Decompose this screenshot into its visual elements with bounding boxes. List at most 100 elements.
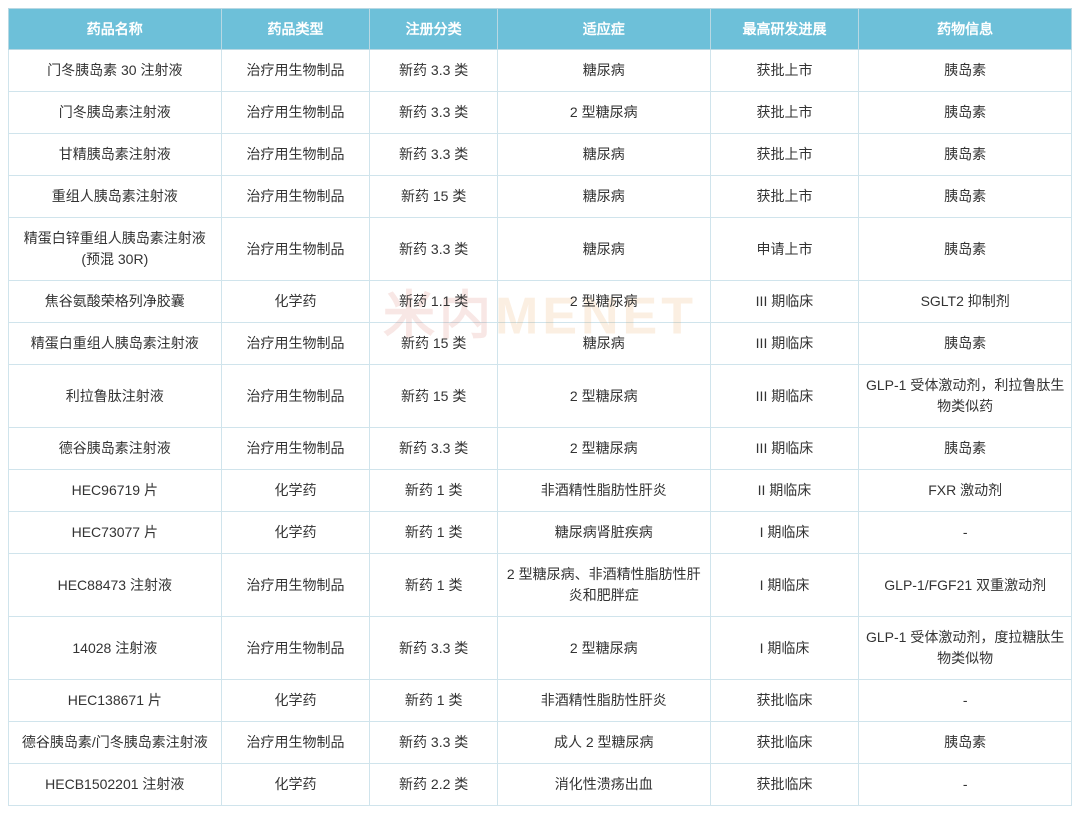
col-header-indication: 适应症 [497, 9, 710, 50]
cell-indication: 2 型糖尿病 [497, 281, 710, 323]
cell-info: GLP-1 受体激动剂，利拉鲁肽生物类似药 [859, 365, 1072, 428]
cell-stage: I 期临床 [710, 554, 859, 617]
cell-info: - [859, 680, 1072, 722]
cell-reg: 新药 1 类 [370, 512, 498, 554]
cell-info: SGLT2 抑制剂 [859, 281, 1072, 323]
table-row: 精蛋白重组人胰岛素注射液治疗用生物制品新药 15 类糖尿病III 期临床胰岛素 [9, 323, 1072, 365]
cell-type: 化学药 [221, 470, 370, 512]
cell-name: 门冬胰岛素注射液 [9, 92, 222, 134]
cell-stage: III 期临床 [710, 281, 859, 323]
cell-type: 治疗用生物制品 [221, 50, 370, 92]
table-row: 精蛋白锌重组人胰岛素注射液(预混 30R)治疗用生物制品新药 3.3 类糖尿病申… [9, 218, 1072, 281]
table-row: HEC138671 片化学药新药 1 类非酒精性脂肪性肝炎获批临床- [9, 680, 1072, 722]
cell-name: HEC73077 片 [9, 512, 222, 554]
cell-name: 甘精胰岛素注射液 [9, 134, 222, 176]
cell-type: 治疗用生物制品 [221, 134, 370, 176]
cell-type: 化学药 [221, 281, 370, 323]
table-header: 药品名称 药品类型 注册分类 适应症 最高研发进展 药物信息 [9, 9, 1072, 50]
cell-info: FXR 激动剂 [859, 470, 1072, 512]
table-row: HECB1502201 注射液化学药新药 2.2 类消化性溃疡出血获批临床- [9, 764, 1072, 806]
cell-stage: II 期临床 [710, 470, 859, 512]
cell-name: HEC96719 片 [9, 470, 222, 512]
table-row: HEC96719 片化学药新药 1 类非酒精性脂肪性肝炎II 期临床FXR 激动… [9, 470, 1072, 512]
col-header-info: 药物信息 [859, 9, 1072, 50]
cell-info: 胰岛素 [859, 134, 1072, 176]
table-row: 门冬胰岛素 30 注射液治疗用生物制品新药 3.3 类糖尿病获批上市胰岛素 [9, 50, 1072, 92]
cell-name: 精蛋白锌重组人胰岛素注射液(预混 30R) [9, 218, 222, 281]
cell-stage: 获批上市 [710, 92, 859, 134]
cell-info: 胰岛素 [859, 218, 1072, 281]
cell-indication: 非酒精性脂肪性肝炎 [497, 470, 710, 512]
table-row: HEC73077 片化学药新药 1 类糖尿病肾脏疾病I 期临床- [9, 512, 1072, 554]
cell-stage: III 期临床 [710, 365, 859, 428]
cell-stage: I 期临床 [710, 512, 859, 554]
cell-indication: 成人 2 型糖尿病 [497, 722, 710, 764]
cell-reg: 新药 3.3 类 [370, 617, 498, 680]
cell-reg: 新药 3.3 类 [370, 50, 498, 92]
cell-info: GLP-1/FGF21 双重激动剂 [859, 554, 1072, 617]
cell-reg: 新药 3.3 类 [370, 722, 498, 764]
table-row: 焦谷氨酸荣格列净胶囊化学药新药 1.1 类2 型糖尿病III 期临床SGLT2 … [9, 281, 1072, 323]
cell-stage: III 期临床 [710, 323, 859, 365]
cell-info: - [859, 764, 1072, 806]
cell-type: 治疗用生物制品 [221, 323, 370, 365]
cell-stage: 申请上市 [710, 218, 859, 281]
cell-info: 胰岛素 [859, 722, 1072, 764]
table-row: HEC88473 注射液治疗用生物制品新药 1 类2 型糖尿病、非酒精性脂肪性肝… [9, 554, 1072, 617]
table-body: 门冬胰岛素 30 注射液治疗用生物制品新药 3.3 类糖尿病获批上市胰岛素门冬胰… [9, 50, 1072, 806]
cell-name: HECB1502201 注射液 [9, 764, 222, 806]
cell-indication: 非酒精性脂肪性肝炎 [497, 680, 710, 722]
cell-indication: 糖尿病 [497, 176, 710, 218]
cell-info: 胰岛素 [859, 428, 1072, 470]
cell-indication: 2 型糖尿病 [497, 365, 710, 428]
cell-reg: 新药 3.3 类 [370, 428, 498, 470]
cell-reg: 新药 3.3 类 [370, 218, 498, 281]
col-header-name: 药品名称 [9, 9, 222, 50]
cell-type: 治疗用生物制品 [221, 92, 370, 134]
cell-indication: 糖尿病肾脏疾病 [497, 512, 710, 554]
cell-reg: 新药 15 类 [370, 323, 498, 365]
table-row: 门冬胰岛素注射液治疗用生物制品新药 3.3 类2 型糖尿病获批上市胰岛素 [9, 92, 1072, 134]
cell-info: 胰岛素 [859, 92, 1072, 134]
cell-type: 治疗用生物制品 [221, 554, 370, 617]
cell-indication: 糖尿病 [497, 218, 710, 281]
cell-name: HEC138671 片 [9, 680, 222, 722]
cell-stage: 获批临床 [710, 680, 859, 722]
cell-info: 胰岛素 [859, 323, 1072, 365]
cell-name: 14028 注射液 [9, 617, 222, 680]
cell-name: 门冬胰岛素 30 注射液 [9, 50, 222, 92]
cell-name: 德谷胰岛素注射液 [9, 428, 222, 470]
cell-type: 治疗用生物制品 [221, 365, 370, 428]
col-header-reg: 注册分类 [370, 9, 498, 50]
cell-reg: 新药 1 类 [370, 554, 498, 617]
cell-reg: 新药 2.2 类 [370, 764, 498, 806]
col-header-type: 药品类型 [221, 9, 370, 50]
cell-name: 重组人胰岛素注射液 [9, 176, 222, 218]
cell-type: 治疗用生物制品 [221, 617, 370, 680]
drug-table-container: 米内MENET 药品名称 药品类型 注册分类 适应症 最高研发进展 药物信息 门… [8, 8, 1072, 806]
cell-type: 化学药 [221, 512, 370, 554]
cell-type: 化学药 [221, 764, 370, 806]
cell-reg: 新药 15 类 [370, 176, 498, 218]
table-row: 利拉鲁肽注射液治疗用生物制品新药 15 类2 型糖尿病III 期临床GLP-1 … [9, 365, 1072, 428]
cell-indication: 糖尿病 [497, 323, 710, 365]
cell-name: 精蛋白重组人胰岛素注射液 [9, 323, 222, 365]
table-row: 重组人胰岛素注射液治疗用生物制品新药 15 类糖尿病获批上市胰岛素 [9, 176, 1072, 218]
cell-stage: 获批临床 [710, 722, 859, 764]
cell-info: 胰岛素 [859, 176, 1072, 218]
cell-stage: 获批上市 [710, 134, 859, 176]
cell-indication: 糖尿病 [497, 134, 710, 176]
cell-info: GLP-1 受体激动剂，度拉糖肽生物类似物 [859, 617, 1072, 680]
cell-stage: III 期临床 [710, 428, 859, 470]
table-row: 德谷胰岛素注射液治疗用生物制品新药 3.3 类2 型糖尿病III 期临床胰岛素 [9, 428, 1072, 470]
table-row: 14028 注射液治疗用生物制品新药 3.3 类2 型糖尿病I 期临床GLP-1… [9, 617, 1072, 680]
cell-type: 治疗用生物制品 [221, 722, 370, 764]
cell-type: 化学药 [221, 680, 370, 722]
cell-reg: 新药 1.1 类 [370, 281, 498, 323]
cell-reg: 新药 15 类 [370, 365, 498, 428]
cell-name: HEC88473 注射液 [9, 554, 222, 617]
cell-name: 德谷胰岛素/门冬胰岛素注射液 [9, 722, 222, 764]
cell-reg: 新药 1 类 [370, 680, 498, 722]
cell-indication: 糖尿病 [497, 50, 710, 92]
cell-stage: 获批上市 [710, 50, 859, 92]
